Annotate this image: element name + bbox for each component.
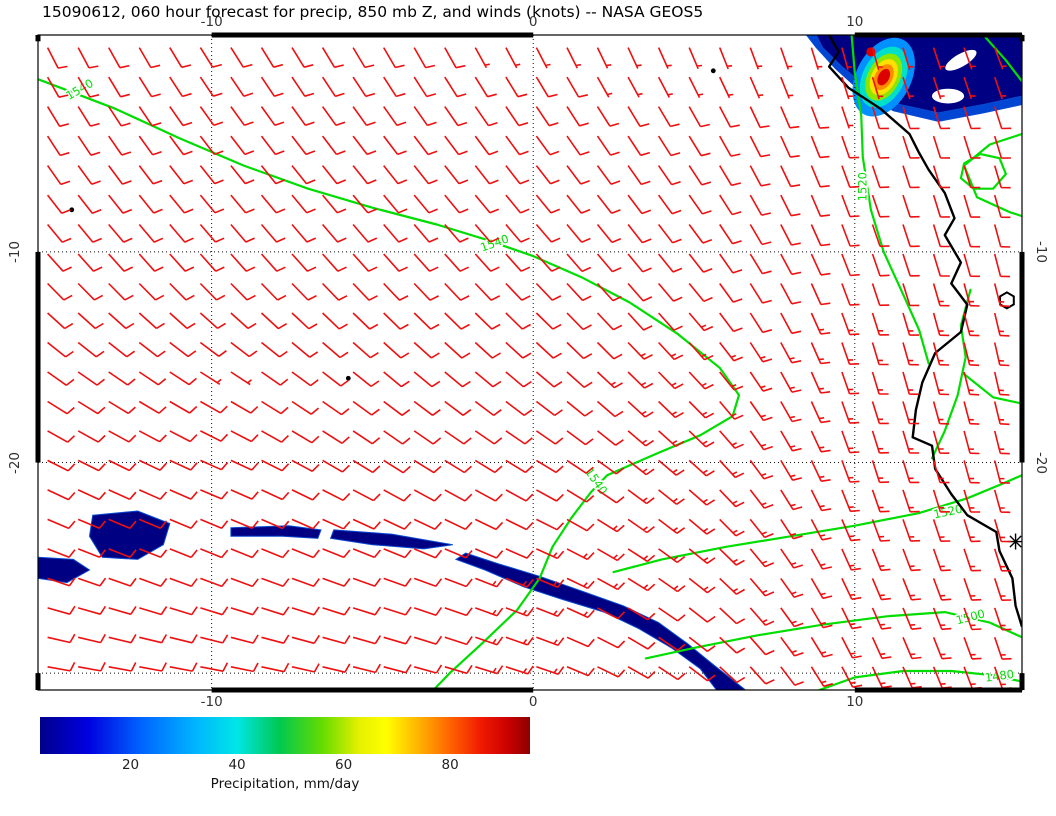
contour-label: 1520 bbox=[855, 172, 869, 201]
x-axis-tick-bottom: 0 bbox=[528, 694, 538, 710]
graticule bbox=[38, 35, 1022, 690]
island-dot bbox=[69, 207, 75, 213]
colorbar-tick: 80 bbox=[441, 757, 459, 773]
precip-shading bbox=[38, 35, 1022, 690]
y-axis-tick-left: -10 bbox=[7, 240, 23, 263]
y-axis-tick-left: -20 bbox=[7, 451, 23, 474]
hexagon-marker bbox=[999, 291, 1015, 310]
chart-title: 15090612, 060 hour forecast for precip, … bbox=[42, 3, 704, 21]
colorbar-tick: 20 bbox=[121, 757, 140, 773]
contour-label: 1540 bbox=[478, 231, 510, 254]
colorbar-tick: 40 bbox=[228, 757, 246, 773]
x-axis-tick-top: 10 bbox=[846, 14, 864, 30]
colorbar-tick: 60 bbox=[334, 757, 353, 773]
colorbar-label: Precipitation, mm/day bbox=[210, 776, 360, 792]
contour-label: 1540 bbox=[582, 465, 610, 497]
wind-barbs bbox=[46, 47, 1012, 690]
map-frame bbox=[35, 32, 1025, 693]
contour-label: 1480 bbox=[984, 667, 1015, 685]
y-axis-tick-right: -20 bbox=[1033, 451, 1049, 474]
x-axis-tick-top: 0 bbox=[528, 14, 538, 30]
x-axis-tick-bottom: -10 bbox=[200, 694, 223, 710]
colorbar-gradient bbox=[40, 717, 530, 754]
coastline bbox=[69, 35, 1022, 628]
island-dot bbox=[345, 375, 351, 381]
y-axis-tick-right: -10 bbox=[1033, 240, 1049, 263]
x-axis-tick-top: -10 bbox=[200, 14, 223, 30]
asterisk-marker bbox=[1009, 535, 1022, 548]
island-dot bbox=[710, 68, 716, 74]
x-axis-tick-bottom: 10 bbox=[846, 694, 864, 710]
